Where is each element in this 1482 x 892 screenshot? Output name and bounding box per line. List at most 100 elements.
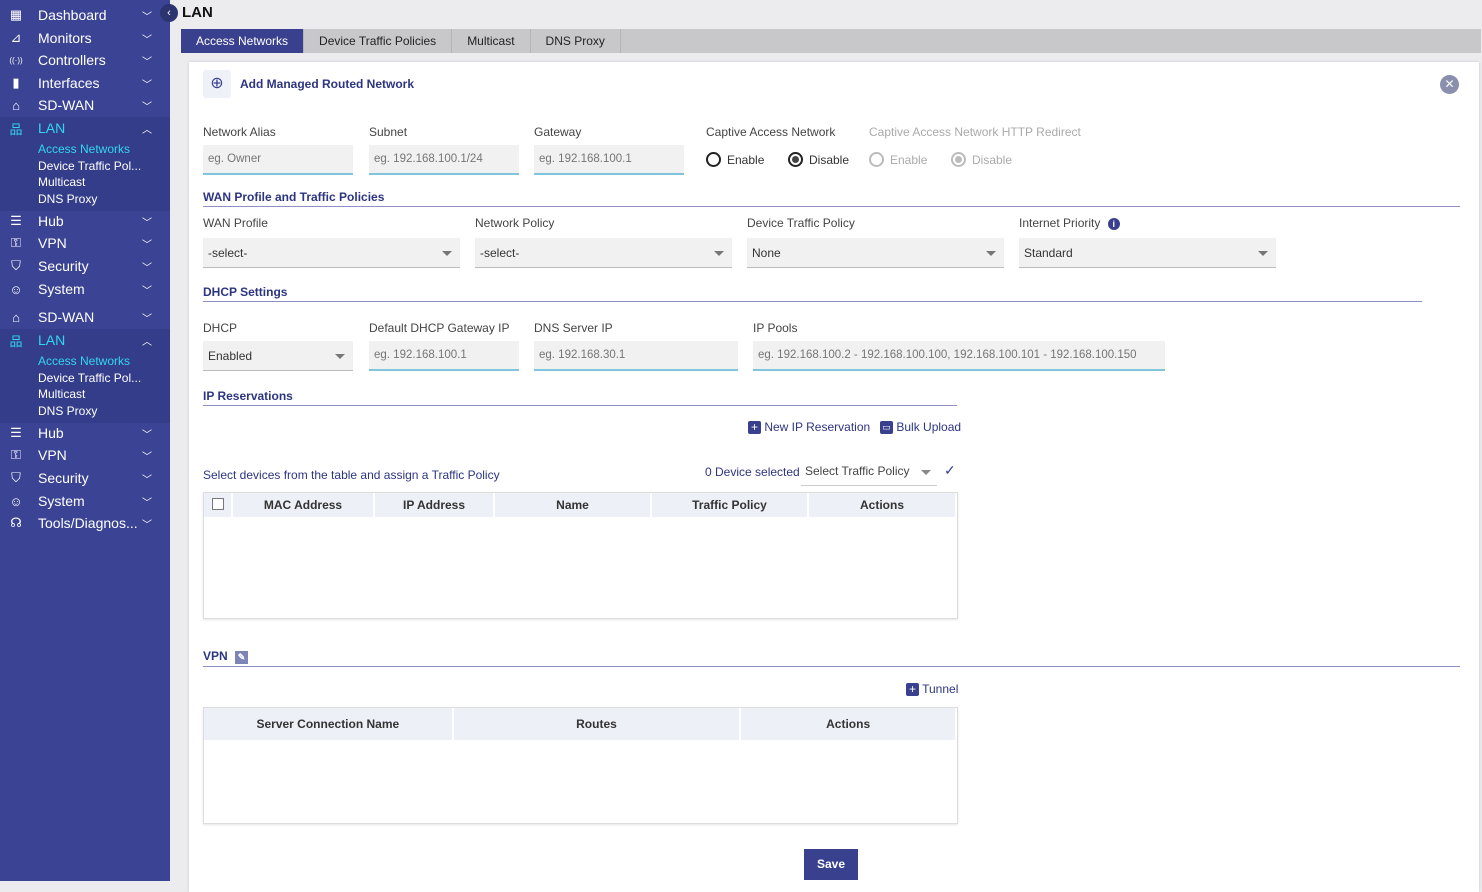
collapse-sidebar-button[interactable]: ‹ <box>160 4 178 22</box>
sidebar-item-label: System <box>38 281 85 297</box>
add-tunnel-button[interactable]: + Tunnel <box>906 682 958 697</box>
sidebar-item-monitors-1[interactable]: ⊿ Monitors ﹀ <box>0 27 170 49</box>
sidebar-item-security-8[interactable]: ⛉ Security ﹀ <box>0 255 170 277</box>
chevron-down-icon: ﹀ <box>142 285 152 297</box>
sidebar-item-sd-wan-10[interactable]: ⌂ SD-WAN ﹀ <box>0 306 170 328</box>
network-icon: 品 <box>9 333 23 349</box>
submenu-dns-proxy[interactable]: DNS Proxy <box>38 192 98 207</box>
upload-icon: ▭ <box>880 421 893 435</box>
sidebar-item-label: System <box>38 493 85 509</box>
submenu-multicast[interactable]: Multicast <box>38 387 86 402</box>
network-alias-label: Network Alias <box>203 125 276 139</box>
submenu-access-networks[interactable]: Access Networks <box>38 142 131 156</box>
chevron-down-icon: ﹀ <box>142 474 152 486</box>
network-hand-icon: ⊕ <box>203 70 231 98</box>
wan-profile-select[interactable]: -select- <box>203 238 460 268</box>
chevron-down-icon: ﹀ <box>142 239 152 251</box>
column-header: Actions <box>740 708 957 740</box>
tab-dns-proxy[interactable]: DNS Proxy <box>531 29 621 53</box>
dhcp-label: DHCP <box>203 321 238 335</box>
redirect-enable-radio[interactable]: Enable <box>869 152 927 168</box>
chevron-down-icon: ﹀ <box>142 34 152 46</box>
network-policy-select[interactable]: -select- <box>475 238 732 268</box>
submenu-device-traffic-pol-[interactable]: Device Traffic Pol... <box>38 158 142 173</box>
sidebar-item-dashboard-0[interactable]: ▦ Dashboard ﹀ <box>0 4 170 26</box>
ip-pools-input[interactable] <box>753 341 1165 371</box>
save-button[interactable]: Save <box>804 849 858 880</box>
sidebar-item-controllers-2[interactable]: ((·)) Controllers ﹀ <box>0 49 170 71</box>
tab-access-networks[interactable]: Access Networks <box>181 29 305 53</box>
ip-reservations-heading: IP Reservations <box>203 389 957 406</box>
submenu-dns-proxy[interactable]: DNS Proxy <box>38 404 98 419</box>
page-title: LAN <box>182 4 213 21</box>
sidebar-item-vpn-13[interactable]: ⚿ VPN ﹀ <box>0 444 170 466</box>
tab-bar: Access Networks Device Traffic Policies Mu… <box>181 29 1481 53</box>
submenu-multicast[interactable]: Multicast <box>38 175 86 190</box>
select-all-checkbox[interactable] <box>211 497 224 510</box>
captive-disable-radio[interactable]: Disable <box>788 152 849 168</box>
edit-icon[interactable]: ✎ <box>235 651 249 664</box>
sidebar-item-hub-6[interactable]: ☰ Hub ﹀ <box>0 210 170 232</box>
sidebar-item-lan-5[interactable]: 品 LAN ︿ <box>0 117 170 139</box>
chevron-down-icon: ﹀ <box>142 11 152 23</box>
dns-server-label: DNS Server IP <box>534 321 613 335</box>
chevron-down-icon: ﹀ <box>142 497 152 509</box>
device-traffic-policy-label: Device Traffic Policy <box>747 216 855 230</box>
tab-device-traffic-policies[interactable]: Device Traffic Policies <box>304 29 453 53</box>
plus-icon: + <box>748 421 761 435</box>
submenu-device-traffic-pol-[interactable]: Device Traffic Pol... <box>38 370 142 385</box>
sidebar-item-vpn-7[interactable]: ⚿ VPN ﹀ <box>0 232 170 254</box>
sidebar-item-label: Hub <box>38 213 64 229</box>
select-traffic-policy-dropdown[interactable]: Select Traffic Policy <box>801 458 937 486</box>
chevron-down-icon: ﹀ <box>142 519 152 531</box>
sidebar-item-label: SD-WAN <box>38 309 95 325</box>
bulk-upload-button[interactable]: ▭ Bulk Upload <box>880 420 961 435</box>
monitor-icon: ⊿ <box>10 30 22 45</box>
captive-redirect-label: Captive Access Network HTTP Redirect <box>869 125 1081 139</box>
internet-priority-select[interactable]: Standard <box>1019 238 1276 268</box>
subnet-input[interactable] <box>369 145 519 175</box>
subnet-label: Subnet <box>369 125 408 139</box>
dhcp-gateway-input[interactable] <box>369 341 519 371</box>
user-gear-icon: ☺ <box>9 281 23 297</box>
sidebar-item-label: Interfaces <box>38 75 100 91</box>
shield-icon: ⛉ <box>11 470 21 485</box>
new-ip-reservation-button[interactable]: + New IP Reservation <box>748 420 870 435</box>
sidebar-item-sd-wan-4[interactable]: ⌂ SD-WAN ﹀ <box>0 94 170 116</box>
captive-enable-radio[interactable]: Enable <box>706 152 764 168</box>
sidebar-item-label: Tools/Diagnos... <box>38 515 138 531</box>
chevron-down-icon: ﹀ <box>142 101 152 113</box>
chevron-down-icon: ﹀ <box>142 56 152 68</box>
captive-label: Captive Access Network <box>706 125 836 139</box>
sidebar-item-system-9[interactable]: ☺ System ﹀ <box>0 278 170 300</box>
sidebar-item-security-14[interactable]: ⛉ Security ﹀ <box>0 467 170 489</box>
dns-server-input[interactable] <box>534 341 738 371</box>
ip-reservations-table: MAC Address IP Address Name Traffic Policy A… <box>204 493 957 517</box>
network-alias-input[interactable] <box>203 145 353 175</box>
redirect-disable-radio[interactable]: Disable <box>951 152 1012 168</box>
info-icon[interactable]: i <box>1107 218 1120 230</box>
vpn-table: Server Connection Name Routes Actions <box>204 708 957 740</box>
sidebar-item-system-15[interactable]: ☺ System ﹀ <box>0 490 170 512</box>
plus-icon: + <box>906 683 919 697</box>
lan-submenu <box>0 139 170 211</box>
device-selected-count: 0 Device selected <box>705 465 800 479</box>
device-traffic-policy-select[interactable]: None <box>747 238 1004 268</box>
tab-multicast[interactable]: Multicast <box>452 29 531 53</box>
sidebar-item-hub-12[interactable]: ☰ Hub ﹀ <box>0 422 170 444</box>
sidebar-item-interfaces-3[interactable]: ▮ Interfaces ﹀ <box>0 72 170 94</box>
apply-check-icon[interactable]: ✓ <box>944 462 956 478</box>
sidebar-item-label: SD-WAN <box>38 97 95 113</box>
antenna-icon: ((·)) <box>9 55 23 65</box>
chevron-down-icon: ﹀ <box>142 217 152 229</box>
ip-pools-label: IP Pools <box>753 321 798 335</box>
sidebar-item-lan-11[interactable]: 品 LAN ︿ <box>0 329 170 351</box>
sliders-icon: ☰ <box>10 425 22 440</box>
sidebar-item-label: Security <box>38 470 89 486</box>
submenu-access-networks[interactable]: Access Networks <box>38 354 131 368</box>
close-icon[interactable]: ✕ <box>1440 75 1459 94</box>
sidebar-item-tools-diagnos--16[interactable]: ☊ Tools/Diagnos... ﹀ <box>0 512 170 534</box>
dhcp-select[interactable]: Enabled <box>203 341 353 371</box>
wan-section-heading: WAN Profile and Traffic Policies <box>203 190 1460 207</box>
gateway-input[interactable] <box>534 145 684 175</box>
